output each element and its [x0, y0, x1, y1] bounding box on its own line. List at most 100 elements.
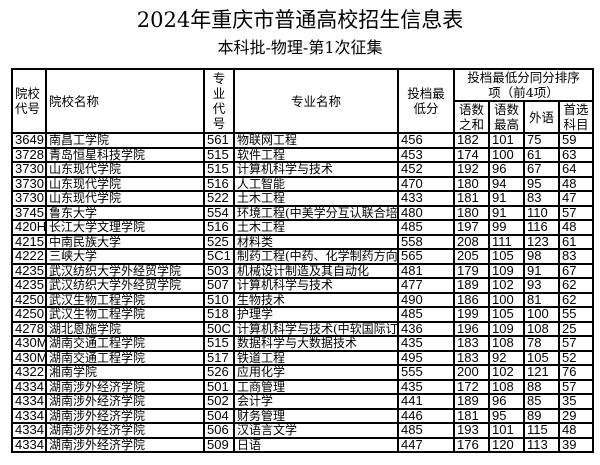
- cell-min-score: 485: [397, 219, 455, 236]
- cell-school-code: 3730: [11, 190, 47, 207]
- cell-sum-chinese-math: 181: [453, 407, 490, 424]
- cell-sum-chinese-math: 205: [453, 248, 490, 265]
- cell-foreign-language: 61: [523, 146, 560, 163]
- cell-min-score: 485: [397, 306, 455, 323]
- cell-major-name: 数据科学与大数据技术: [233, 335, 399, 352]
- cell-major-code: 516: [203, 219, 235, 236]
- cell-max-chinese-math: 105: [488, 306, 525, 323]
- table-row: 4250 武汉生物工程学院 510 生物技术 490 186 100 81 62: [11, 291, 595, 308]
- cell-min-score: 453: [397, 146, 455, 163]
- cell-foreign-language: 110: [523, 204, 560, 221]
- cell-min-score: 495: [397, 349, 455, 366]
- cell-sum-chinese-math: 199: [453, 306, 490, 323]
- cell-min-score: 447: [397, 436, 455, 453]
- cell-max-chinese-math: 108: [488, 378, 525, 395]
- cell-school-code: 4235: [11, 262, 47, 279]
- table-row: 4334 湖南涉外经济学院 509 日语 447 176 120 113 39: [11, 436, 595, 453]
- page-subtitle: 本科批-物理-第1次征集: [217, 38, 383, 57]
- cell-max-chinese-math: 102: [488, 364, 525, 381]
- cell-school-name: 南昌工学院: [45, 132, 205, 149]
- cell-major-code: 517: [203, 349, 235, 366]
- cell-max-chinese-math: 109: [488, 262, 525, 279]
- cell-school-code: 4322: [11, 364, 47, 381]
- header-max-chinese-math: 语数最高: [488, 100, 525, 134]
- table-row: 4334 湖南涉外经济学院 501 工商管理 435 172 108 88 57: [11, 378, 595, 395]
- cell-major-code: 515: [203, 161, 235, 178]
- cell-sum-chinese-math: 189: [453, 393, 490, 410]
- cell-first-subject: 48: [557, 175, 595, 192]
- cell-school-name: 长江大学文理学院: [45, 219, 205, 236]
- table-row: 4250 武汉生物工程学院 518 护理学 485 199 105 100 55: [11, 306, 595, 323]
- cell-major-name: 土木工程: [233, 219, 399, 236]
- cell-major-code: 503: [203, 262, 235, 279]
- cell-sum-chinese-math: 183: [453, 349, 490, 366]
- cell-school-code: 4222: [11, 248, 47, 265]
- cell-sum-chinese-math: 172: [453, 378, 490, 395]
- cell-min-score: 485: [397, 422, 455, 439]
- cell-foreign-language: 83: [523, 190, 560, 207]
- cell-school-code: 4334: [11, 393, 47, 410]
- cell-first-subject: 57: [557, 204, 595, 221]
- cell-foreign-language: 81: [523, 291, 560, 308]
- table-row: 430M 湖南交通工程学院 517 铁道工程 495 183 92 105 52: [11, 349, 595, 366]
- cell-major-code: 502: [203, 393, 235, 410]
- cell-major-name: 计算机科学与技术: [233, 161, 399, 178]
- header-school-code: 院校代号: [11, 68, 47, 134]
- cell-school-code: 3730: [11, 161, 47, 178]
- cell-foreign-language: 89: [523, 407, 560, 424]
- cell-first-subject: 59: [557, 132, 595, 149]
- cell-first-subject: 63: [557, 146, 595, 163]
- cell-school-code: 4334: [11, 436, 47, 453]
- cell-min-score: 456: [397, 132, 455, 149]
- cell-school-code: 420H: [11, 219, 47, 236]
- cell-foreign-language: 123: [523, 233, 560, 250]
- cell-major-name: 日语: [233, 436, 399, 453]
- header-tie-group: 投档最低分同分排序项（前4项）: [452, 68, 595, 102]
- cell-major-code: 507: [203, 277, 235, 294]
- cell-sum-chinese-math: 196: [453, 320, 490, 337]
- cell-max-chinese-math: 95: [488, 407, 525, 424]
- cell-first-subject: 48: [557, 422, 595, 439]
- cell-foreign-language: 67: [523, 161, 560, 178]
- cell-major-name: 环境工程(中美学分互认联合培: [233, 204, 399, 221]
- cell-school-code: 3649: [11, 132, 47, 149]
- cell-max-chinese-math: 91: [488, 190, 525, 207]
- header-first-subject: 首选科目: [557, 100, 595, 134]
- header-major-code: 专业代号: [203, 68, 235, 134]
- cell-max-chinese-math: 96: [488, 161, 525, 178]
- cell-school-code: 4334: [11, 378, 47, 395]
- table-row: 3649 南昌工学院 561 物联网工程 456 182 101 75 59: [11, 132, 595, 149]
- cell-min-score: 480: [397, 204, 455, 221]
- table-row: 4222 三峡大学 5C1 制药工程(中药、化学制药方向 565 205 105 98 83: [11, 248, 595, 265]
- cell-foreign-language: 115: [523, 422, 560, 439]
- table-row: 4322 湘南学院 526 应用化学 555 200 102 121 76: [11, 364, 595, 381]
- cell-major-name: 应用化学: [233, 364, 399, 381]
- cell-min-score: 555: [397, 364, 455, 381]
- cell-max-chinese-math: 109: [488, 320, 525, 337]
- cell-major-name: 计算机科学与技术: [233, 277, 399, 294]
- cell-major-name: 计算机科学与技术(中软国际订: [233, 320, 399, 337]
- cell-sum-chinese-math: 183: [453, 335, 490, 352]
- table-row: 3745 鲁东大学 554 环境工程(中美学分互认联合培 480 180 91 110 57: [11, 204, 595, 221]
- cell-foreign-language: 78: [523, 335, 560, 352]
- cell-sum-chinese-math: 180: [453, 175, 490, 192]
- cell-school-code: 4334: [11, 407, 47, 424]
- cell-first-subject: 55: [557, 306, 595, 323]
- cell-max-chinese-math: 105: [488, 248, 525, 265]
- cell-max-chinese-math: 96: [488, 393, 525, 410]
- cell-major-name: 工商管理: [233, 378, 399, 395]
- cell-min-score: 481: [397, 262, 455, 279]
- cell-major-code: 50C: [203, 320, 235, 337]
- cell-first-subject: 64: [557, 161, 595, 178]
- cell-major-name: 护理学: [233, 306, 399, 323]
- table-row: 420H 长江大学文理学院 516 土木工程 485 197 99 116 48: [11, 219, 595, 236]
- cell-max-chinese-math: 102: [488, 277, 525, 294]
- cell-sum-chinese-math: 197: [453, 219, 490, 236]
- cell-sum-chinese-math: 186: [453, 291, 490, 308]
- cell-school-code: 3730: [11, 175, 47, 192]
- cell-foreign-language: 91: [523, 262, 560, 279]
- cell-school-code: 4235: [11, 277, 47, 294]
- cell-first-subject: 67: [557, 262, 595, 279]
- cell-school-name: 武汉纺织大学外经贸学院: [45, 262, 205, 279]
- cell-school-name: 湖北恩施学院: [45, 320, 205, 337]
